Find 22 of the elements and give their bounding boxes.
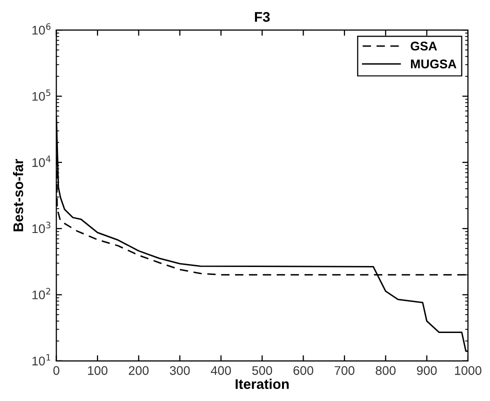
y-tick-label: 10$^{1}$ [32, 354, 50, 366]
legend-label: GSA [410, 42, 437, 51]
legend-label: MUGSA [411, 60, 456, 68]
x-tick-label: 400 [210, 366, 231, 375]
x-tick-label: 800 [376, 366, 396, 375]
x-tick-label: 700 [334, 366, 354, 375]
x-tick-label: 200 [128, 366, 149, 375]
x-tick-label: 0 [53, 366, 60, 375]
x-axis-title: Iteration [236, 378, 289, 390]
chart-title: F3 [254, 12, 270, 22]
x-tick-label: 300 [170, 366, 190, 375]
y-tick-label: 10$^{4}$ [32, 156, 51, 167]
y-tick-label: 10$^{6}$ [32, 23, 51, 35]
x-tick-label: 500 [252, 366, 272, 375]
x-tick-label: 600 [294, 366, 314, 375]
y-tick-label: 10$^{2}$ [32, 288, 50, 300]
x-tick-label: 100 [88, 366, 108, 375]
y-tick-label: 10$^{5}$ [32, 90, 50, 101]
x-tick-label: 1000 [455, 366, 482, 375]
y-tick-label: 10$^{3}$ [32, 222, 50, 234]
y-axis-title: Best-so-far [12, 159, 24, 232]
x-tick-label: 900 [416, 366, 437, 375]
